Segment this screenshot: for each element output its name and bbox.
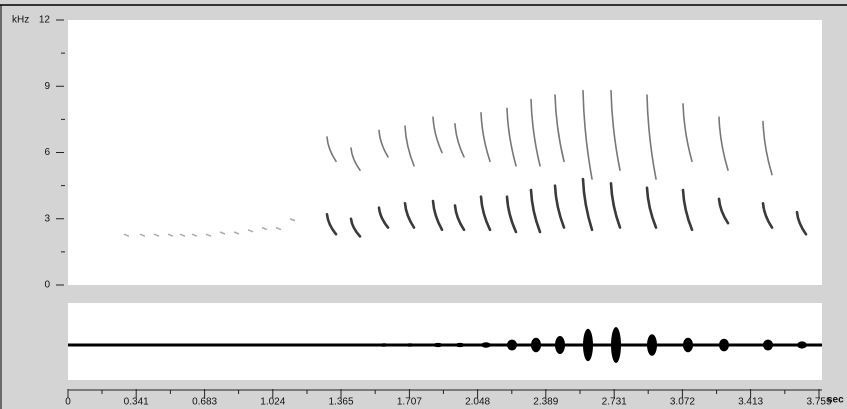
harmonic bbox=[530, 98, 541, 167]
faint-note bbox=[219, 231, 226, 235]
note bbox=[761, 201, 774, 229]
waveform-burst bbox=[405, 343, 415, 347]
harmonic bbox=[646, 94, 657, 180]
note bbox=[453, 204, 466, 232]
harmonic bbox=[682, 103, 693, 163]
harmonic bbox=[404, 125, 415, 167]
harmonic bbox=[610, 89, 621, 171]
faint-note bbox=[139, 233, 146, 237]
note bbox=[431, 199, 444, 232]
waveform-burst bbox=[611, 327, 621, 363]
x-axis-label: sec bbox=[827, 395, 844, 406]
faint-note bbox=[289, 218, 296, 222]
waveform-burst bbox=[327, 343, 337, 347]
harmonic bbox=[378, 129, 389, 158]
faint-note bbox=[179, 233, 186, 237]
faint-note bbox=[123, 233, 130, 237]
note bbox=[403, 201, 416, 229]
note bbox=[795, 210, 808, 236]
x-tick-label: 0 bbox=[65, 397, 71, 408]
x-tick-label: 3.755 bbox=[806, 397, 831, 408]
waveform-burst bbox=[433, 342, 443, 348]
x-tick-label: 1.365 bbox=[328, 397, 353, 408]
waveform-burst bbox=[763, 339, 773, 351]
x-tick-label: 2.389 bbox=[533, 397, 558, 408]
waveform-burst bbox=[719, 338, 729, 352]
y-tick-label: 12 bbox=[39, 15, 51, 26]
faint-note bbox=[261, 226, 268, 231]
y-tick-label: 9 bbox=[44, 81, 50, 92]
waveform-burst bbox=[455, 342, 465, 348]
faint-note bbox=[167, 233, 174, 237]
note bbox=[349, 217, 362, 238]
waveform-burst bbox=[797, 341, 807, 349]
faint-note bbox=[233, 231, 240, 235]
note bbox=[609, 182, 622, 229]
x-tick-label: 2.731 bbox=[602, 397, 627, 408]
note bbox=[529, 188, 542, 234]
note bbox=[717, 197, 730, 225]
harmonic bbox=[506, 107, 517, 167]
note bbox=[325, 213, 338, 236]
waveform-burst bbox=[531, 337, 541, 353]
x-tick-label: 1.707 bbox=[397, 397, 422, 408]
harmonic bbox=[480, 111, 491, 163]
waveform-burst bbox=[647, 334, 657, 356]
waveform-burst bbox=[481, 342, 491, 348]
harmonic bbox=[454, 122, 465, 158]
note bbox=[581, 177, 594, 232]
waveform-burst bbox=[583, 328, 593, 362]
note bbox=[479, 195, 492, 232]
x-tick-label: 3.072 bbox=[670, 397, 695, 408]
note bbox=[645, 186, 658, 229]
harmonic bbox=[554, 94, 565, 163]
harmonic bbox=[350, 147, 361, 171]
x-tick-label: 1.024 bbox=[260, 397, 285, 408]
spectrogram-area bbox=[68, 20, 822, 285]
faint-note bbox=[153, 233, 160, 237]
faint-note bbox=[275, 226, 282, 231]
x-tick-label: 2.048 bbox=[465, 397, 490, 408]
waveform-burst bbox=[351, 343, 361, 347]
note bbox=[505, 195, 518, 234]
waveform-area bbox=[68, 303, 822, 380]
faint-note bbox=[247, 229, 254, 233]
y-axis-label: kHz bbox=[12, 15, 29, 26]
harmonic bbox=[432, 116, 443, 154]
note bbox=[553, 184, 566, 229]
harmonic bbox=[762, 120, 773, 176]
x-tick-label: 0.341 bbox=[124, 397, 149, 408]
waveform-burst bbox=[507, 339, 517, 351]
note bbox=[377, 206, 390, 229]
waveform-burst bbox=[683, 337, 693, 353]
note bbox=[681, 188, 694, 232]
faint-note bbox=[205, 233, 212, 237]
x-tick-label: 3.413 bbox=[738, 397, 763, 408]
harmonic bbox=[326, 136, 337, 163]
faint-note bbox=[191, 233, 198, 237]
waveform-burst bbox=[379, 343, 389, 347]
y-tick-label: 0 bbox=[44, 280, 50, 291]
y-tick-label: 6 bbox=[44, 147, 50, 158]
harmonic bbox=[582, 89, 593, 180]
x-tick-label: 0.683 bbox=[192, 397, 217, 408]
waveform-burst bbox=[555, 336, 565, 354]
y-tick-label: 3 bbox=[44, 213, 50, 224]
harmonic bbox=[718, 116, 729, 171]
